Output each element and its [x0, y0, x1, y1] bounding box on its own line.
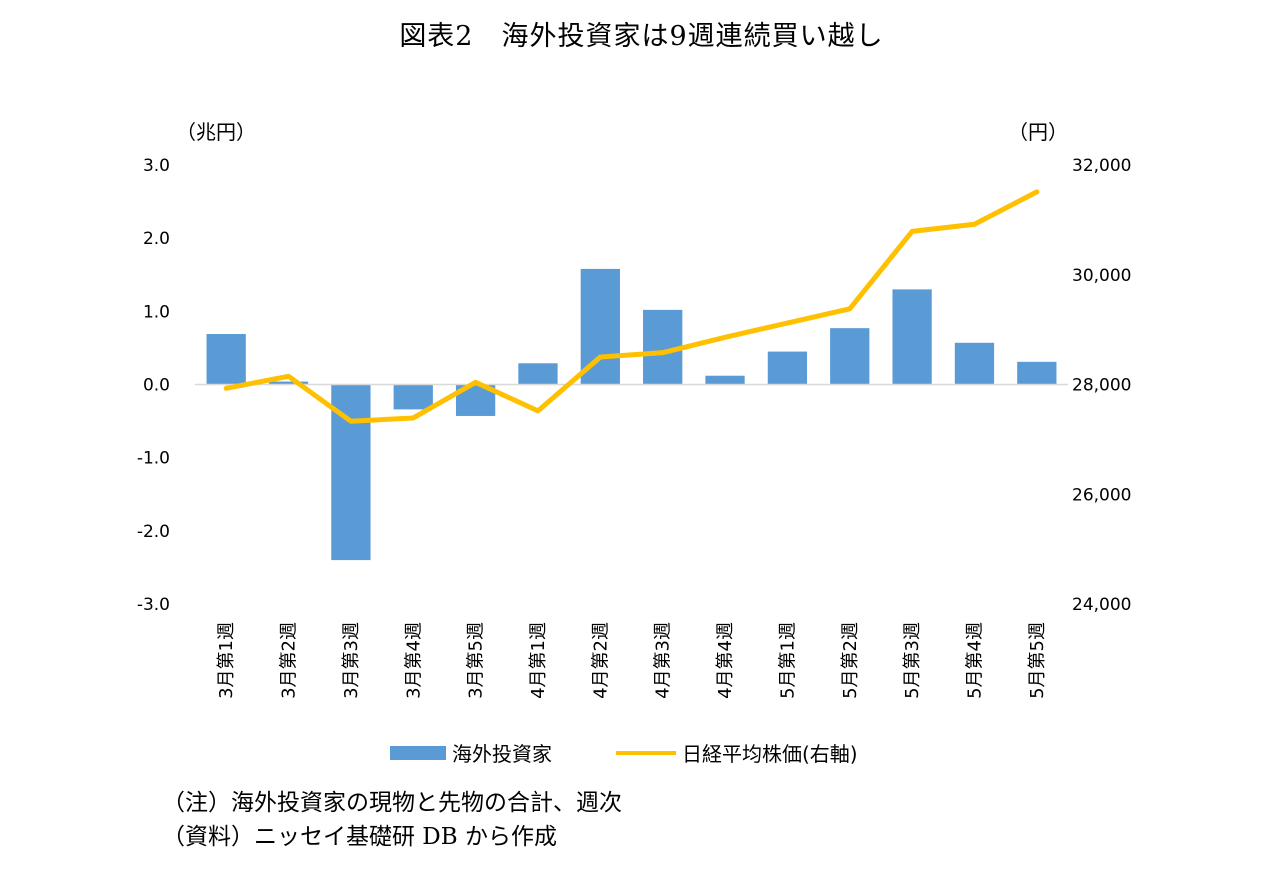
left-axis-unit: （兆円） — [176, 120, 256, 144]
x-axis-category-label: 5月第5週 — [1027, 622, 1048, 699]
right-axis-unit: （円） — [1008, 120, 1068, 144]
bar-foreign-investors — [206, 334, 246, 385]
x-axis-category-label: 5月第2週 — [840, 622, 861, 699]
legend-label-line: 日経平均株価(右軸) — [682, 742, 858, 766]
chart-title: 図表2 海外投資家は9週連続買い越し — [399, 21, 884, 52]
legend-swatch-bar — [390, 745, 446, 760]
left-axis-tick: 2.0 — [143, 229, 170, 249]
right-axis-tick: 32,000 — [1072, 156, 1131, 176]
x-axis-category-label: 5月第1週 — [777, 622, 798, 699]
x-axis-category-label: 4月第1週 — [528, 622, 549, 699]
legend-label-bar: 海外投資家 — [452, 742, 552, 766]
legend-item-foreign-investors: 海外投資家 — [390, 738, 552, 767]
right-axis-tick: 30,000 — [1072, 266, 1131, 286]
legend: 海外投資家 日経平均株価(右軸) — [0, 738, 1283, 766]
bar-foreign-investors — [767, 351, 808, 385]
x-axis-category-label: 3月第1週 — [216, 622, 237, 699]
x-axis-category-label: 4月第4週 — [715, 622, 736, 699]
legend-item-nikkei: 日経平均株価(右軸) — [616, 738, 858, 767]
bar-foreign-investors — [954, 342, 995, 385]
footnotes: （注）海外投資家の現物と先物の合計、週次 （資料）ニッセイ基礎研 DB から作成 — [162, 786, 622, 854]
x-axis-category-label: 3月第2週 — [279, 622, 300, 699]
x-axis-category-label: 3月第3週 — [341, 622, 362, 699]
bar-foreign-investors — [518, 363, 558, 385]
x-axis-category-label: 3月第4週 — [403, 622, 424, 699]
nikkei-line — [223, 189, 1040, 424]
bar-foreign-investors — [892, 289, 932, 385]
right-axis-tick: 24,000 — [1072, 595, 1131, 615]
x-axis-category-label: 5月第4週 — [964, 622, 985, 699]
bar-foreign-investors — [830, 328, 870, 385]
left-axis-tick: 0.0 — [143, 376, 170, 396]
x-axis-category-label: 4月第3週 — [653, 622, 674, 699]
source-text: （資料）ニッセイ基礎研 DB から作成 — [162, 824, 557, 850]
note-text: （注）海外投資家の現物と先物の合計、週次 — [162, 790, 622, 816]
left-axis-tick: -3.0 — [137, 595, 170, 615]
bar-foreign-investors — [705, 375, 745, 385]
right-axis-tick: 28,000 — [1072, 376, 1131, 396]
bar-foreign-investors — [268, 381, 309, 385]
legend-swatch-line — [616, 750, 676, 755]
x-axis-category-label: 4月第2週 — [590, 622, 611, 699]
right-axis-tick: 26,000 — [1072, 485, 1131, 505]
left-axis-tick: -2.0 — [137, 522, 170, 542]
x-axis-category-label: 3月第5週 — [466, 622, 487, 699]
left-axis-tick: 3.0 — [143, 156, 170, 176]
left-axis-tick: 1.0 — [143, 302, 170, 322]
left-axis-tick: -1.0 — [137, 449, 170, 469]
bar-foreign-investors — [393, 384, 433, 410]
bar-foreign-investors — [1017, 361, 1057, 385]
x-axis-category-label: 5月第3週 — [902, 622, 923, 699]
